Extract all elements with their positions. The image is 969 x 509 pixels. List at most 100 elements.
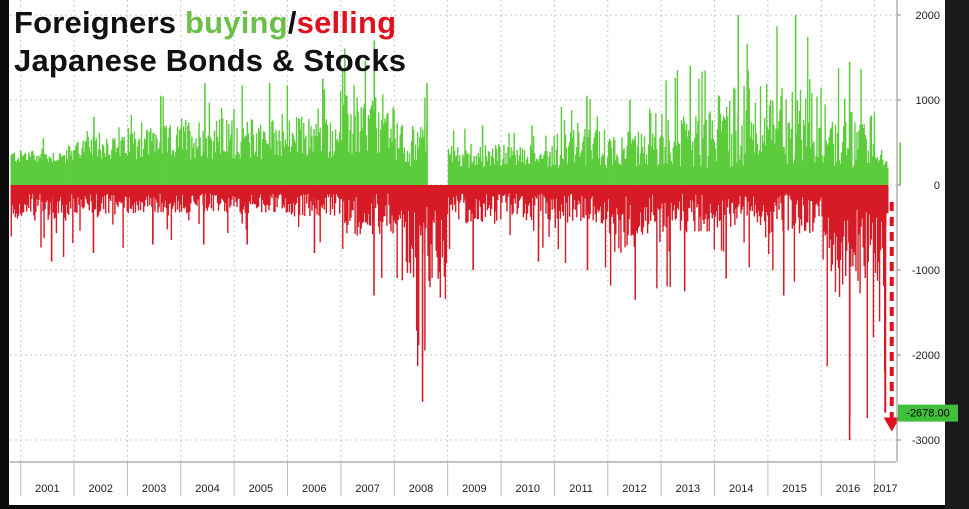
sell-bar [398,185,400,215]
buy-bar [756,143,759,185]
x-tick-label: 2011 [569,483,593,495]
buy-bar [84,141,86,185]
sell-bar [328,185,331,195]
sell-bar-peak [782,185,785,296]
sell-bar [279,185,281,194]
buy-bar [279,141,281,185]
sell-bar [368,185,371,226]
buy-bar [565,148,568,185]
buy-bar [141,156,144,185]
sell-bar [496,185,498,221]
buy-bar [819,127,821,185]
buy-bar [613,137,615,185]
sell-bar [327,185,330,198]
buy-bar [751,139,754,185]
buy-bar [636,146,639,185]
buy-bar [461,166,463,185]
buy-bar [555,149,557,185]
sell-bar [70,185,72,209]
sell-bar [827,185,829,218]
sell-bar [584,185,586,199]
buy-bar [98,132,101,185]
buy-bar-peak [586,95,588,185]
sell-bar [54,185,57,218]
sell-bar [806,185,808,223]
sell-bar [27,185,30,209]
sell-bar [647,185,650,225]
sell-bar [807,185,809,223]
sell-bar [229,185,231,208]
buy-bar [764,145,767,185]
sell-bar [113,185,115,195]
sell-bar [271,185,273,199]
buy-bar [208,102,211,185]
sell-bar [711,185,713,219]
buy-bar [704,70,706,185]
buy-bar [609,140,612,185]
buy-bar [224,151,226,185]
buy-bar [266,143,268,185]
sell-bar [557,185,560,250]
sell-bar [23,185,26,204]
buy-bar [367,115,370,185]
sell-bar [745,185,747,197]
buy-bar [332,154,335,185]
sell-bar [98,185,101,213]
buy-bar [423,136,425,185]
sell-bar [581,185,583,196]
sell-bar [528,185,531,204]
buy-bar [741,125,743,185]
sell-bar [839,185,842,260]
buy-bar [473,156,475,185]
buy-bar [574,162,576,185]
buy-bar [724,120,727,185]
sell-bar [513,185,515,199]
sell-bar [341,185,343,200]
buy-bar [277,154,279,185]
sell-bar [761,185,764,212]
buy-bar [218,119,221,185]
buy-bar-peak [373,40,376,185]
buy-bar [349,130,351,185]
buy-bar [281,114,283,185]
sell-bar [523,185,526,214]
sell-bar [591,185,593,197]
sell-bar [257,185,260,207]
sell-bar [734,185,736,225]
buy-bar [239,158,241,185]
sell-bar [348,185,350,201]
sell-bar [532,185,535,231]
sell-bar [12,185,14,214]
sell-bar [173,185,176,203]
buy-bar [484,145,487,185]
buy-bar [91,155,94,185]
buy-bar [305,135,307,185]
buy-bar [677,142,680,185]
buy-bar [186,150,188,185]
sell-bar [344,185,346,224]
sell-bar [52,185,55,213]
buy-bar [398,147,400,185]
buy-bar [183,131,186,185]
buy-bar [500,166,502,185]
sell-bar [44,185,46,209]
buy-bar [787,122,789,185]
sell-bar [874,185,877,274]
buy-bar [394,138,396,185]
buy-bar [150,128,152,185]
sell-bar [291,185,294,213]
sell-bar [656,185,658,289]
buy-bar [134,139,137,185]
sell-bar [594,185,596,215]
sell-bar [329,185,332,215]
buy-bar [94,140,97,185]
buy-bar [846,155,848,185]
sell-bar [24,185,27,206]
sell-bar [635,185,638,231]
sell-bar [102,185,105,210]
sell-bar [840,185,843,243]
sell-bar-peak [246,185,248,245]
buy-bar [605,167,608,185]
buy-bar [25,160,28,185]
buy-bar [610,148,613,185]
